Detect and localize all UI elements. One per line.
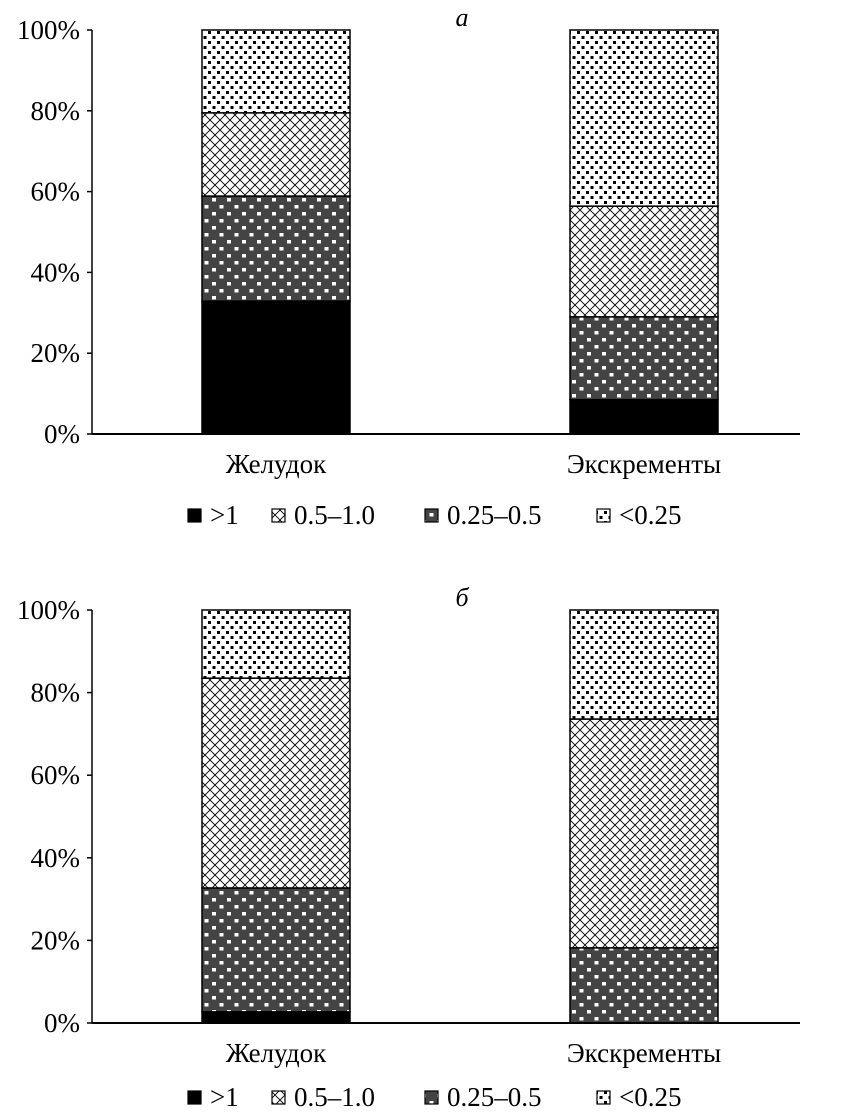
legend-swatch [187,1090,202,1105]
legend-swatch [271,508,286,523]
bar-segment [201,195,351,302]
x-tick-label: Экскременты [567,1038,721,1068]
y-tick-label: 80% [31,678,81,708]
legend-label: <0.25 [619,1082,681,1112]
y-tick-label: 20% [31,338,81,368]
y-tick-label: 60% [31,177,81,207]
x-tick-label: Желудок [226,1038,327,1068]
legend-label: 0.25–0.5 [447,1082,542,1112]
x-tick-label: Желудок [226,449,327,479]
y-tick-label: 100% [17,15,80,45]
bar-segment [569,398,719,435]
bar-segment [569,29,719,207]
legend-label: 0.25–0.5 [447,500,542,530]
x-tick-label: Экскременты [567,449,721,479]
bar-segment [569,205,719,318]
bar-segment [569,316,719,401]
legend: >1 0.5–1.0 0.25–0.5 <0.25 [187,500,681,530]
y-tick-label: 100% [17,595,80,625]
panel-label: б [455,583,469,612]
y-tick-label: 60% [31,760,81,790]
bar-segment [569,609,719,720]
legend-label: 0.5–1.0 [294,1082,375,1112]
y-tick-label: 80% [31,96,81,126]
bar-segment [201,609,351,679]
legend-swatch [424,508,439,523]
chart-panel-b: б 0% 20% 40% 60% 80% 100% Желудок Экскременты >1 0… [17,583,800,1112]
bar-segment [201,677,351,889]
legend-label: >1 [210,1082,239,1112]
bar-segment [201,1011,351,1024]
bar-segment [201,300,351,435]
chart-panel-a: а 0% 20% 40% 60% 80% 100% Желудок Экскременты >1 0… [17,3,800,530]
legend-swatch [596,508,611,523]
legend-label: <0.25 [619,500,681,530]
bar-segment [569,718,719,949]
y-tick-label: 0% [44,419,80,449]
legend-label: >1 [210,500,239,530]
bar-segment [201,887,351,1013]
y-tick-label: 0% [44,1008,80,1038]
legend-swatch [187,508,202,523]
y-tick-label: 40% [31,257,81,287]
bar-segment [201,112,351,197]
legend-label: 0.5–1.0 [294,500,375,530]
legend-swatch [271,1090,286,1105]
legend-swatch [424,1090,439,1105]
y-tick-label: 40% [31,843,81,873]
legend: >1 0.5–1.0 0.25–0.5 <0.25 [187,1082,681,1112]
bar-segment [569,947,719,1024]
panel-label: а [456,3,469,32]
y-tick-label: 20% [31,925,81,955]
bar-segment [201,29,351,114]
legend-swatch [596,1090,611,1105]
